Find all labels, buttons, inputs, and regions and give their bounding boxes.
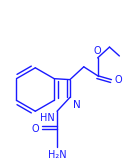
Text: O: O xyxy=(114,75,122,85)
Text: O: O xyxy=(94,46,101,56)
Text: HN: HN xyxy=(40,113,55,123)
Text: H₂N: H₂N xyxy=(48,150,66,160)
Text: O: O xyxy=(32,124,39,134)
Text: N: N xyxy=(73,100,81,110)
